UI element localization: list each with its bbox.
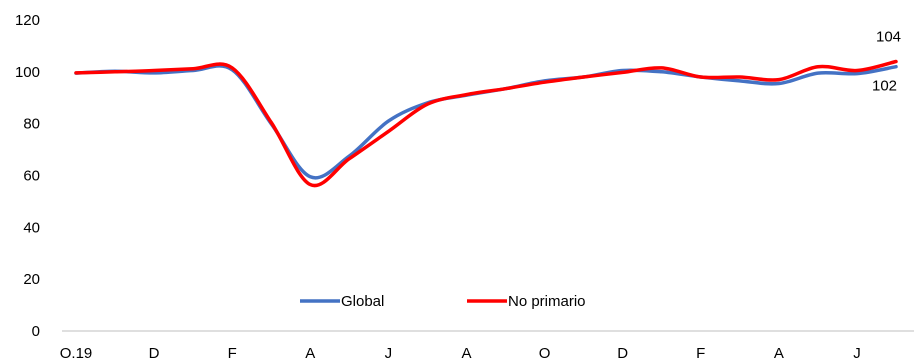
legend-label-no-primario: No primario (508, 293, 586, 310)
x-tick-label: A (305, 345, 315, 362)
series-lines (74, 59, 898, 188)
y-tick-label: 120 (15, 12, 40, 29)
x-tick-label: D (149, 345, 160, 362)
legend-item-global: Global (300, 293, 384, 310)
y-tick-label: 80 (23, 116, 40, 133)
legend: Global No primario (300, 293, 586, 310)
end-label-no-primario: 104 (876, 28, 901, 45)
series-line-no-primario (74, 59, 898, 188)
y-tick-label: 40 (23, 219, 40, 236)
x-tick-label: A (774, 345, 784, 362)
x-tick-label: O.19 (60, 345, 93, 362)
x-tick-label: A (461, 345, 471, 362)
end-labels: 102 104 (872, 28, 901, 94)
y-tick-label: 20 (23, 271, 40, 288)
x-tick-label: F (696, 345, 705, 362)
y-tick-labels: 0 20 40 60 80 100 120 (15, 12, 40, 340)
legend-item-no-primario: No primario (467, 293, 586, 310)
y-tick-label: 60 (23, 168, 40, 185)
y-tick-label: 100 (15, 64, 40, 81)
y-tick-label: 0 (32, 323, 40, 340)
legend-label-global: Global (341, 293, 384, 310)
end-label-global: 102 (872, 78, 897, 95)
x-tick-label: O (539, 345, 551, 362)
x-tick-labels: O.19DFAJAODFAJJ (60, 345, 861, 362)
x-tick-label: J (385, 345, 393, 362)
x-tick-label: D (617, 345, 628, 362)
x-tick-label: J (853, 345, 861, 362)
series-line-global (74, 64, 898, 180)
y-axis: 0 20 40 60 80 100 120 (15, 12, 40, 340)
x-tick-label: F (228, 345, 237, 362)
